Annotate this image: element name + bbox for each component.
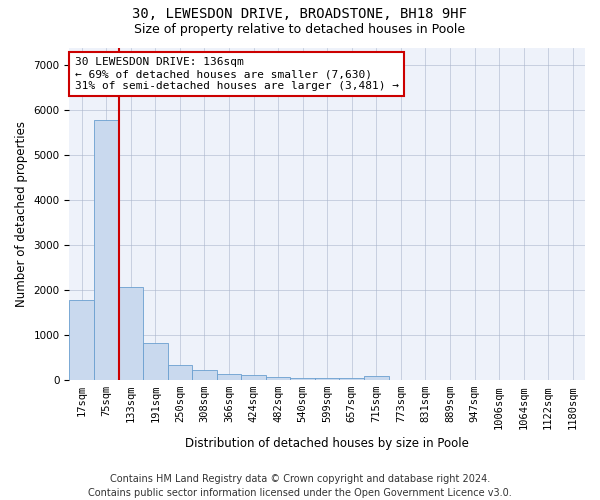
Bar (364, 376, 389, 380)
Bar (70, 300, 94, 380)
Bar (241, 376, 266, 380)
Bar (192, 370, 217, 380)
Bar (290, 378, 315, 380)
Bar (266, 377, 290, 380)
Y-axis label: Number of detached properties: Number of detached properties (15, 121, 28, 307)
Bar (119, 288, 143, 380)
Bar (143, 343, 167, 380)
Bar (315, 378, 340, 380)
Bar (94, 120, 119, 380)
Text: 30 LEWESDON DRIVE: 136sqm
← 69% of detached houses are smaller (7,630)
31% of se: 30 LEWESDON DRIVE: 136sqm ← 69% of detac… (74, 58, 398, 90)
X-axis label: Distribution of detached houses by size in Poole: Distribution of detached houses by size … (185, 437, 469, 450)
Text: Size of property relative to detached houses in Poole: Size of property relative to detached ho… (134, 22, 466, 36)
Text: 30, LEWESDON DRIVE, BROADSTONE, BH18 9HF: 30, LEWESDON DRIVE, BROADSTONE, BH18 9HF (133, 8, 467, 22)
Bar (340, 378, 364, 380)
Bar (217, 374, 241, 380)
Bar (167, 365, 192, 380)
Text: Contains HM Land Registry data © Crown copyright and database right 2024.
Contai: Contains HM Land Registry data © Crown c… (88, 474, 512, 498)
